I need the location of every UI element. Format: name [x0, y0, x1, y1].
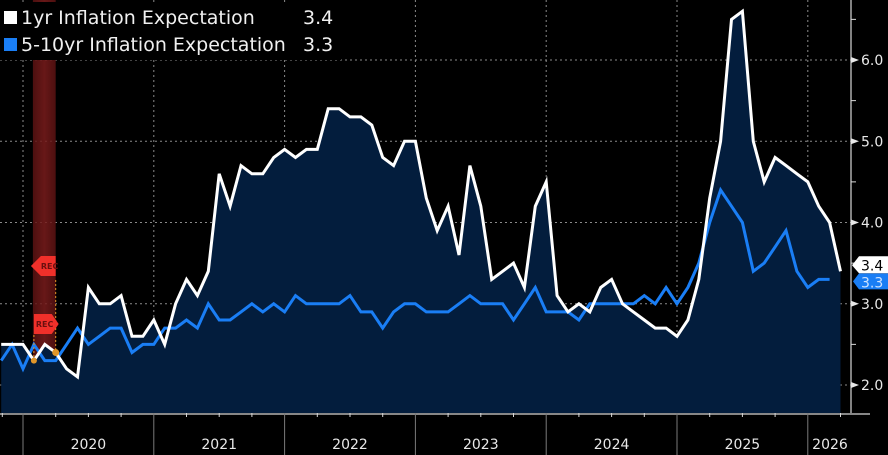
- x-tick-label: 2022: [332, 437, 368, 453]
- y-tick-arrow: [851, 300, 859, 307]
- x-tick-label: 2021: [201, 437, 237, 453]
- legend-value: 3.4: [303, 6, 334, 29]
- legend-swatch-white: [4, 11, 17, 24]
- y-tick-arrow: [851, 382, 859, 388]
- y-tick-label: 5.0: [861, 134, 883, 150]
- legend-swatch-blue: [4, 38, 17, 51]
- tag-1yr-label: 3.4: [861, 258, 883, 274]
- end-value-tags: 3.33.4: [852, 256, 888, 291]
- area-fill: [1, 11, 841, 414]
- legend-value: 3.3: [303, 33, 334, 56]
- y-axis: 2.0 3.0 4.0 5.0 6.0: [850, 0, 883, 413]
- legend-item-5-10yr[interactable]: 5-10yr Inflation Expectation 3.3: [4, 31, 333, 58]
- rec-flag-start: [30, 256, 56, 276]
- legend-item-1yr[interactable]: 1yr Inflation Expectation 3.4: [4, 4, 333, 31]
- tag-5-10yr-label: 3.3: [861, 275, 883, 291]
- series-lines: [0, 8, 842, 380]
- line-5-10yr-inflation: [0, 186, 830, 373]
- recession-markers: REC REC: [30, 256, 60, 364]
- line-1yr-inflation: [1, 8, 842, 380]
- y-tick-label: 3.0: [861, 297, 883, 313]
- y-tick-label: 2.0: [861, 378, 883, 394]
- tag-5-10yr: [853, 273, 888, 290]
- recession-band: [32, 0, 56, 413]
- x-tick-label: 2026: [812, 437, 848, 453]
- recession-end-dot: [52, 349, 60, 356]
- x-tick-label: 2020: [71, 437, 107, 453]
- rec-flag-end: [33, 314, 59, 334]
- legend-label: 1yr Inflation Expectation: [21, 6, 255, 29]
- x-axis: 2020 2021 2022 2023 2024 2025 2026: [0, 413, 870, 455]
- x-tick-label: 2023: [463, 437, 499, 453]
- legend-label: 5-10yr Inflation Expectation: [21, 33, 286, 56]
- recession-start-dot: [30, 357, 37, 364]
- x-tick-label: 2025: [725, 437, 761, 453]
- y-tick-arrow: [851, 57, 859, 63]
- x-tick-label: 2024: [594, 437, 630, 453]
- y-tick-arrow: [851, 138, 859, 145]
- y-tick-arrow: [851, 219, 859, 226]
- recession-shading: [32, 0, 56, 413]
- tag-1yr: [852, 256, 888, 274]
- y-tick-label: 6.0: [861, 53, 883, 69]
- rec-flag-start-label: REC: [41, 262, 59, 271]
- legend: 1yr Inflation Expectation 3.4 5-10yr Inf…: [0, 2, 342, 60]
- y-tick-label: 4.0: [861, 216, 883, 232]
- area-1yr-inflation: [1, 11, 841, 414]
- rec-flag-end-label: REC: [36, 320, 54, 329]
